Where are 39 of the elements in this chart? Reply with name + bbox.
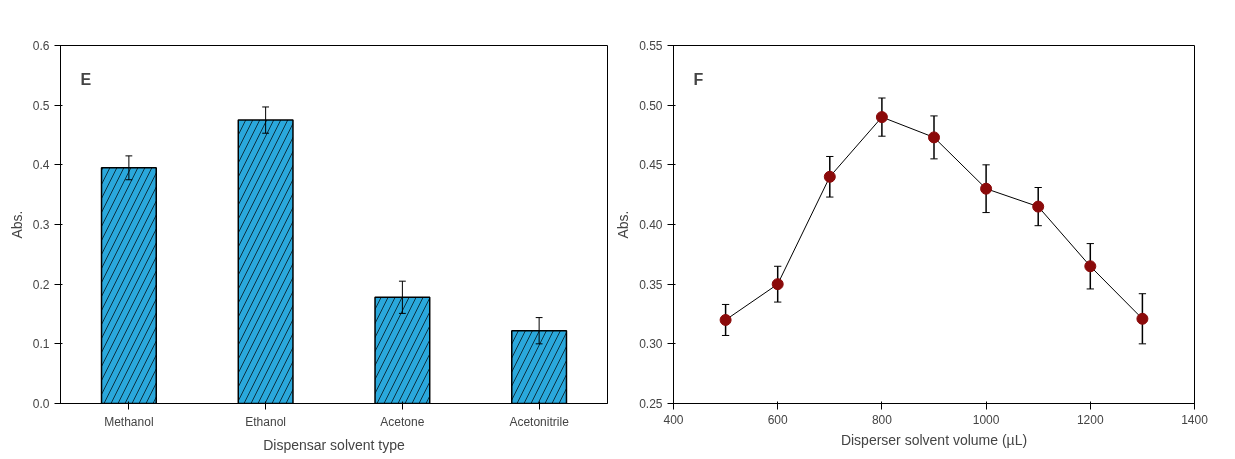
y-axis-title: Abs. xyxy=(8,210,25,239)
point xyxy=(823,170,836,183)
x-tick-label: Acetonitrile xyxy=(509,414,570,429)
y-tick-label: 0.45 xyxy=(639,158,663,173)
point xyxy=(875,111,888,124)
annotation: F xyxy=(693,70,704,88)
y-tick-label: 0.0 xyxy=(32,397,50,411)
y-tick-label: 0.6 xyxy=(32,39,50,53)
y-tick-label: 0.55 xyxy=(639,39,663,53)
y-tick-label: 0.35 xyxy=(639,277,663,292)
y-tick-label: 0.3 xyxy=(32,218,50,232)
x-tick-label: 1200 xyxy=(1076,412,1104,427)
y-axis-title: Abs. xyxy=(615,210,632,239)
x-tick-label: 600 xyxy=(767,412,789,427)
y-tick-label: 0.4 xyxy=(32,158,50,173)
point xyxy=(771,278,784,291)
x-tick-label: Methanol xyxy=(104,414,154,429)
x-axis-title: Dispensar solvent type xyxy=(263,436,406,453)
y-tick-label: 0.5 xyxy=(32,98,50,113)
annotation: E xyxy=(80,70,92,88)
x-tick-label: 1000 xyxy=(972,412,1000,427)
y-tick-label: 0.2 xyxy=(32,277,50,292)
y-tick-label: 0.1 xyxy=(32,337,50,352)
x-tick-label: Ethanol xyxy=(245,414,286,429)
point xyxy=(1084,260,1097,273)
point xyxy=(1136,312,1149,325)
point xyxy=(928,131,940,144)
y-tick-label: 0.40 xyxy=(639,218,663,232)
x-tick-label: Acetone xyxy=(380,414,425,429)
point xyxy=(1032,200,1045,213)
point xyxy=(980,182,993,195)
x-axis-title: Disperser solvent volume (µL) xyxy=(840,431,1028,448)
point xyxy=(719,313,732,326)
x-tick-label: 1400 xyxy=(1181,412,1209,427)
x-tick-label: 800 xyxy=(871,412,893,427)
y-tick-label: 0.30 xyxy=(639,337,663,352)
y-tick-label: 0.50 xyxy=(639,98,663,113)
y-tick-label: 0.25 xyxy=(639,397,663,411)
x-tick-label: 400 xyxy=(663,412,684,427)
